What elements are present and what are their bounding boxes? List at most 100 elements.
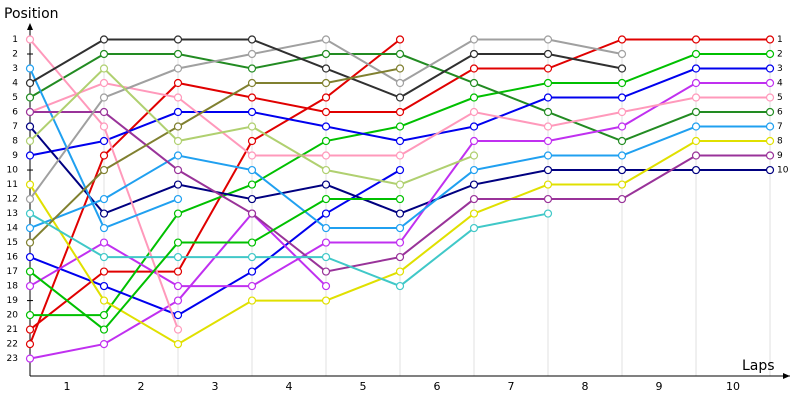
point	[543, 35, 553, 44]
y-tick-label: 21	[7, 325, 18, 335]
point	[25, 267, 35, 276]
series-line	[29, 67, 401, 244]
point	[321, 136, 331, 146]
point	[395, 78, 405, 88]
y-tick-label: 13	[7, 209, 18, 219]
point	[469, 151, 479, 160]
y-arrow	[27, 23, 33, 30]
series-line	[29, 198, 401, 331]
point	[617, 194, 627, 204]
point	[469, 93, 479, 102]
point	[617, 122, 627, 131]
point	[469, 165, 479, 175]
point	[173, 180, 183, 189]
point	[321, 64, 331, 73]
point	[469, 122, 479, 131]
point	[25, 354, 35, 363]
point	[395, 209, 405, 218]
point	[321, 194, 331, 204]
point	[25, 93, 35, 102]
point	[247, 194, 257, 204]
point	[543, 209, 553, 218]
point	[247, 252, 257, 262]
series-line	[29, 212, 549, 288]
point	[691, 78, 701, 88]
point	[99, 339, 109, 349]
point	[395, 35, 405, 44]
point	[617, 35, 627, 44]
point	[173, 93, 183, 102]
point	[395, 49, 405, 59]
point	[25, 64, 35, 73]
point	[99, 296, 109, 305]
point	[247, 180, 257, 189]
point	[25, 281, 35, 291]
point	[321, 223, 331, 233]
y2-tick-label: 9	[777, 151, 783, 161]
x-arrow	[783, 373, 790, 379]
point	[173, 64, 183, 73]
x-tick-label: 10	[726, 380, 740, 393]
point	[173, 78, 183, 88]
point	[247, 107, 257, 117]
y-tick-label: 7	[12, 122, 18, 132]
y2-tick-label: 10	[777, 166, 789, 176]
point	[543, 151, 553, 160]
point	[691, 35, 701, 44]
point	[765, 93, 775, 102]
point	[25, 122, 35, 131]
x-tick-label: 7	[508, 380, 515, 393]
y-tick-label: 2	[12, 50, 18, 60]
point	[469, 194, 479, 204]
x-tick-label: 3	[212, 380, 219, 393]
point	[395, 122, 405, 131]
y-tick-label: 12	[7, 195, 18, 205]
y-tick-label: 5	[12, 93, 18, 103]
point	[173, 296, 183, 305]
point	[543, 107, 553, 117]
point	[617, 49, 627, 59]
point	[99, 93, 109, 102]
point	[25, 136, 35, 146]
y-tick-label: 22	[7, 340, 18, 350]
point	[173, 238, 183, 247]
point	[321, 180, 331, 189]
y-tick-label: 9	[12, 151, 18, 161]
point	[173, 310, 183, 320]
point	[25, 310, 35, 320]
point	[395, 267, 405, 276]
point	[469, 64, 479, 73]
point	[691, 151, 701, 160]
x-tick-label: 9	[656, 380, 663, 393]
point	[469, 180, 479, 189]
point	[173, 252, 183, 262]
y-axis-label: Position	[4, 6, 59, 22]
point	[321, 238, 331, 247]
y-tick-label: 11	[7, 180, 18, 190]
point	[395, 252, 405, 262]
point	[395, 194, 405, 204]
y2-tick-label: 5	[777, 93, 783, 103]
point	[395, 180, 405, 189]
point	[99, 35, 109, 44]
point	[543, 136, 553, 146]
y-tick-label: 14	[7, 224, 19, 234]
y2-tick-label: 2	[777, 50, 783, 60]
point	[99, 281, 109, 291]
point	[691, 136, 701, 146]
point	[173, 122, 183, 131]
y-tick-label: 23	[7, 354, 18, 364]
point	[321, 267, 331, 276]
y-tick-label: 1	[12, 35, 18, 45]
point	[25, 194, 35, 204]
point	[173, 209, 183, 218]
point	[543, 165, 553, 175]
x-axis-label: Laps	[742, 358, 775, 374]
y2-tick-label: 7	[777, 122, 783, 132]
point	[691, 165, 701, 175]
point	[395, 93, 405, 102]
point	[691, 93, 701, 102]
y-tick-label: 19	[7, 296, 19, 306]
point	[25, 325, 35, 334]
point	[469, 78, 479, 88]
